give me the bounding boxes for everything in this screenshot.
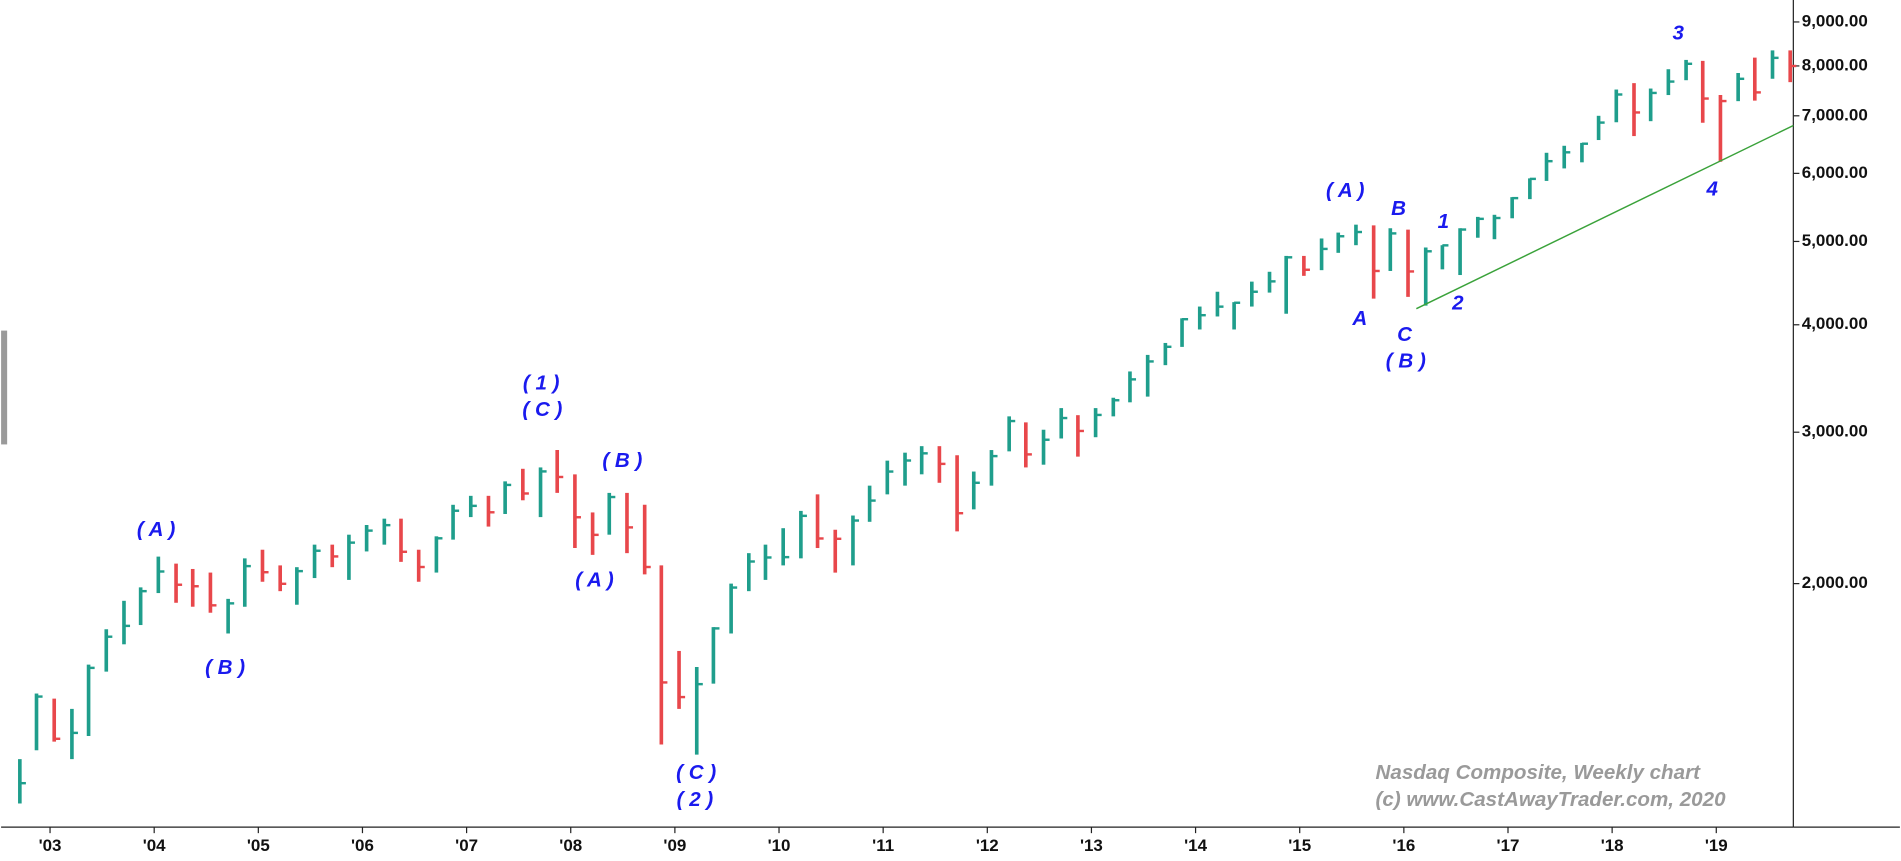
wave-label: 2 — [1451, 291, 1464, 314]
wave-label: ( A ) — [575, 569, 614, 592]
x-tick-label: '12 — [976, 836, 999, 855]
x-tick-label: '06 — [351, 836, 374, 855]
wave-label: ( B ) — [602, 449, 642, 472]
x-tick-label: '08 — [559, 836, 582, 855]
y-tick-label: 3,000.00 — [1802, 422, 1868, 441]
wave-label: ( B ) — [205, 656, 245, 679]
y-tick-label: 4,000.00 — [1802, 314, 1868, 333]
y-tick-label: 2,000.00 — [1802, 573, 1868, 592]
x-tick-label: '11 — [872, 836, 894, 855]
x-tick-label: '05 — [247, 836, 270, 855]
watermark: Nasdaq Composite, Weekly chart — [1376, 761, 1702, 784]
wave-label: ( B ) — [1386, 350, 1426, 373]
watermark: (c) www.CastAwayTrader.com, 2020 — [1376, 788, 1727, 811]
x-tick-label: '19 — [1705, 836, 1728, 855]
wave-label: ( A ) — [137, 518, 176, 541]
wave-label: B — [1391, 197, 1406, 220]
wave-label: 4 — [1705, 178, 1718, 201]
x-tick-label: '10 — [768, 836, 791, 855]
x-tick-label: '15 — [1288, 836, 1311, 855]
y-tick-label: 8,000.00 — [1802, 55, 1868, 74]
x-tick-label: '04 — [143, 836, 166, 855]
x-tick-label: '13 — [1080, 836, 1103, 855]
wave-label: A — [1351, 307, 1367, 330]
y-tick-label: 7,000.00 — [1802, 105, 1868, 124]
wave-label: ( A ) — [1326, 179, 1365, 202]
wave-label: 1 — [1438, 210, 1449, 233]
y-tick-label: 6,000.00 — [1802, 163, 1868, 182]
y-tick-label: 9,000.00 — [1802, 11, 1868, 30]
y-tick-label: 5,000.00 — [1802, 231, 1868, 250]
wave-label: ( C ) — [676, 761, 716, 784]
x-tick-label: '03 — [39, 836, 62, 855]
x-tick-label: '07 — [455, 836, 478, 855]
wave-label: ( 1 ) — [523, 371, 560, 394]
wave-label: 3 — [1673, 21, 1685, 44]
x-tick-label: '17 — [1497, 836, 1520, 855]
wave-label: C — [1397, 323, 1413, 346]
x-tick-label: '16 — [1392, 836, 1415, 855]
wave-label: ( C ) — [522, 398, 562, 421]
x-tick-label: '18 — [1601, 836, 1624, 855]
x-tick-label: '14 — [1184, 836, 1207, 855]
side-tab — [1, 330, 8, 445]
x-tick-label: '09 — [663, 836, 686, 855]
wave-label: ( 2 ) — [677, 788, 714, 811]
trendline — [1416, 124, 1794, 310]
